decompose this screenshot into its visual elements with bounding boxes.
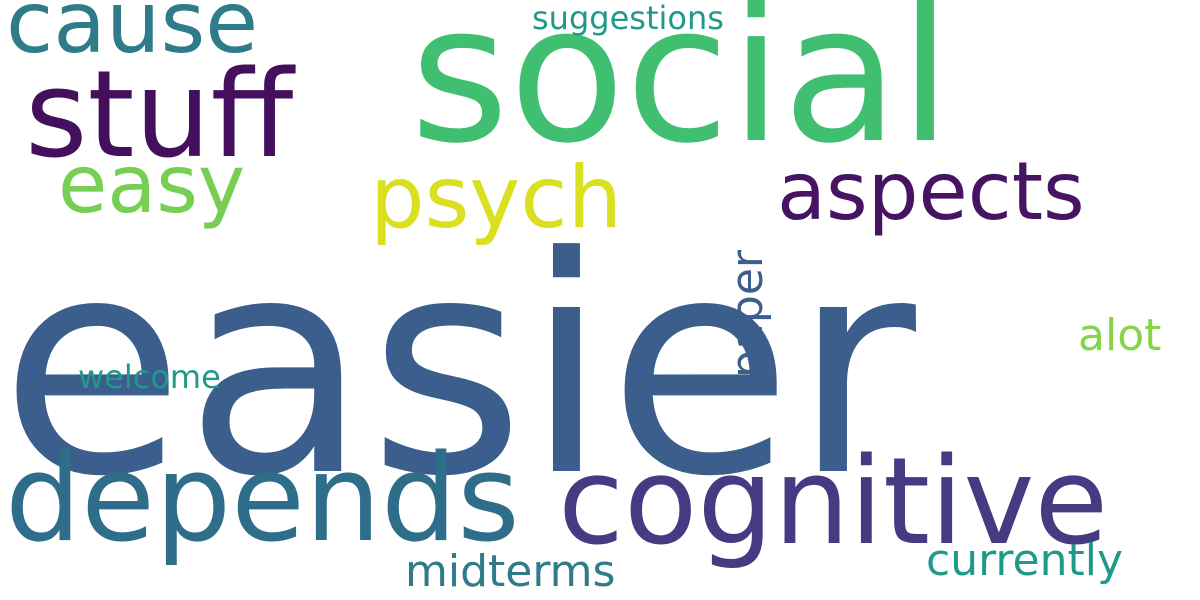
- word-welcome: welcome: [78, 358, 221, 396]
- word-cognitive: cognitive: [558, 433, 1109, 572]
- word-easier: easier: [0, 193, 916, 542]
- word-easy: easy: [58, 138, 246, 231]
- word-stuff: stuff: [25, 46, 294, 185]
- word-suggestions: suggestions: [532, 0, 724, 37]
- word-currently: currently: [926, 535, 1123, 586]
- word-psych: psych: [370, 148, 623, 248]
- word-cause: cause: [6, 0, 259, 73]
- word-depends: depends: [5, 430, 520, 569]
- word-social: social: [410, 0, 952, 185]
- word-aspects: aspects: [777, 145, 1085, 238]
- word-alot: alot: [1078, 310, 1162, 361]
- word-midterms: midterms: [405, 546, 616, 597]
- word-paper: paper: [722, 250, 773, 378]
